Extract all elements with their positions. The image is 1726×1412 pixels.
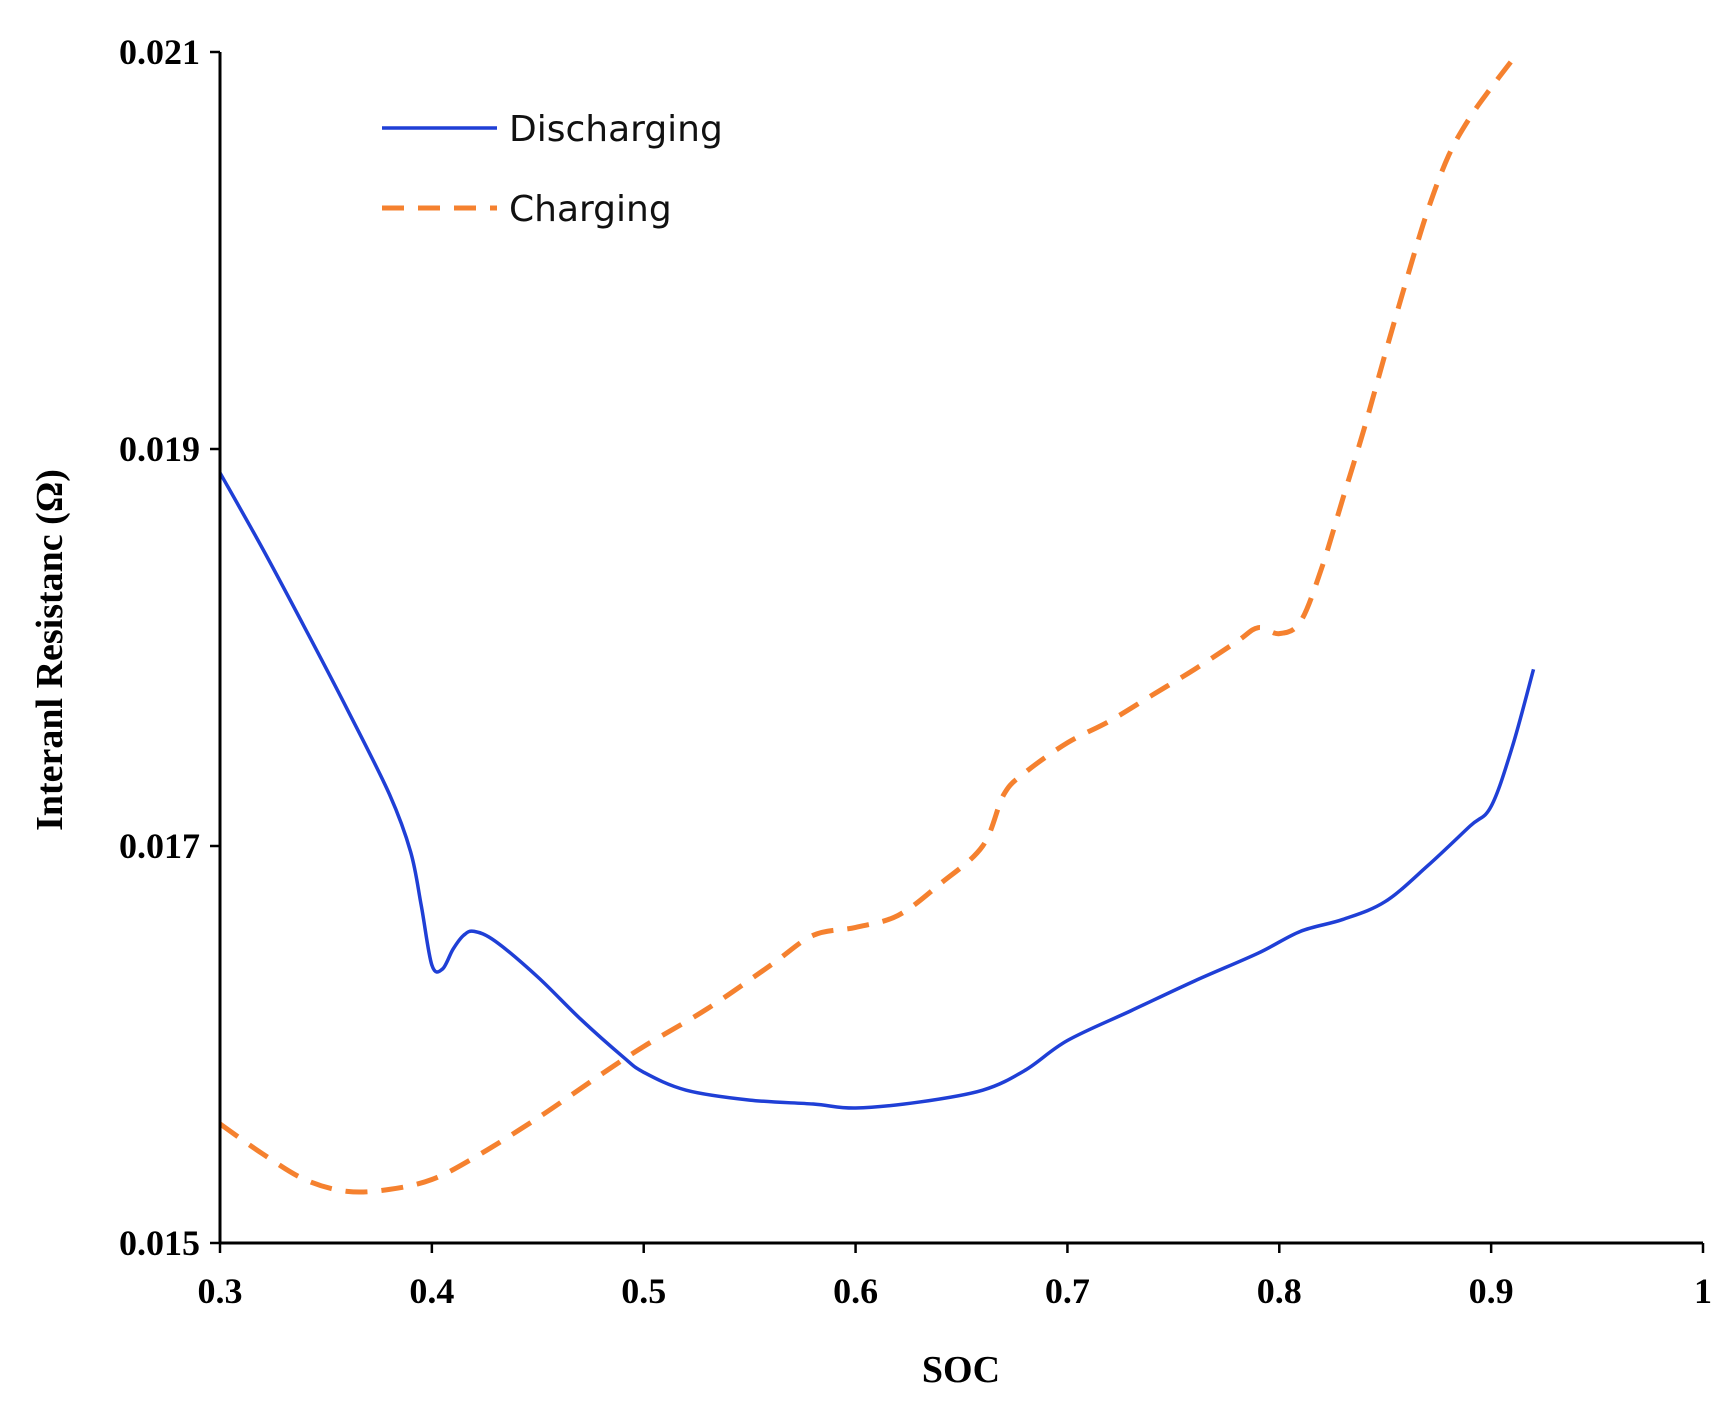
legend-label-discharging: Discharging — [509, 109, 723, 150]
x-tick-label: 0.9 — [1469, 1271, 1514, 1311]
x-tick-label: 0.8 — [1257, 1271, 1302, 1311]
y-axis-title: Interanl Resistanc (Ω) — [29, 469, 71, 831]
x-axis-title: SOC — [922, 1349, 1000, 1391]
series-line-charging — [218, 58, 1515, 1195]
x-tick-label: 1 — [1694, 1271, 1712, 1311]
y-tick-label: 0.015 — [119, 1223, 200, 1263]
x-tick-label: 0.6 — [833, 1271, 878, 1311]
x-axis-ticks: 0.3 0.4 0.5 0.6 0.7 0.8 0.9 1 — [198, 1243, 1712, 1311]
legend-label-charging: Charging — [509, 189, 672, 230]
y-axis-ticks: 0.015 0.017 0.019 0.021 — [119, 32, 220, 1263]
x-tick-label: 0.5 — [621, 1271, 666, 1311]
legend: Discharging Charging — [382, 109, 723, 230]
x-tick-label: 0.4 — [409, 1271, 454, 1311]
series-layer — [218, 58, 1536, 1195]
series-line-discharging — [218, 471, 1536, 1110]
x-tick-label: 0.7 — [1045, 1271, 1090, 1311]
y-tick-label: 0.017 — [119, 826, 200, 866]
y-tick-label: 0.021 — [119, 32, 200, 72]
y-tick-label: 0.019 — [119, 429, 200, 469]
x-tick-label: 0.3 — [198, 1271, 243, 1311]
